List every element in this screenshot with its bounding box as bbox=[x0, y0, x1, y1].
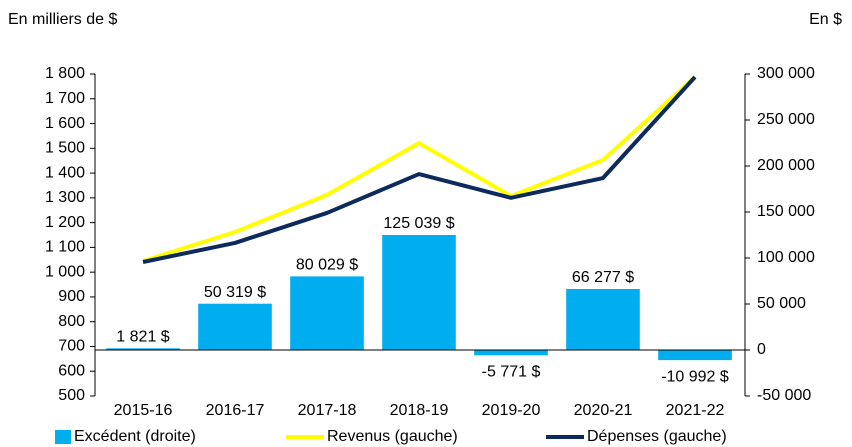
y-tick-label: 1 300 bbox=[45, 189, 85, 206]
x-tick-label: 2015-16 bbox=[114, 402, 173, 419]
y-tick-label: 700 bbox=[58, 338, 85, 355]
value-label: 50 319 $ bbox=[204, 284, 266, 301]
y2-tick-label: 150 000 bbox=[757, 203, 815, 220]
value-label: -5 771 $ bbox=[482, 364, 541, 381]
y2-tick-label: 300 000 bbox=[757, 65, 815, 82]
y2-tick-label: 250 000 bbox=[757, 111, 815, 128]
value-label: 125 039 $ bbox=[383, 215, 454, 232]
y-tick-label: 1 100 bbox=[45, 239, 85, 256]
value-label: 80 029 $ bbox=[296, 257, 358, 274]
x-tick-label: 2018-19 bbox=[390, 402, 449, 419]
y-tick-label: 500 bbox=[58, 387, 85, 404]
y2-tick-label: -50 000 bbox=[757, 387, 811, 404]
y-tick-label: 900 bbox=[58, 288, 85, 305]
legend-swatch bbox=[55, 430, 71, 444]
y-tick-label: 1 400 bbox=[45, 164, 85, 181]
legend-label: Revenus (gauche) bbox=[327, 428, 458, 445]
value-label: 1 821 $ bbox=[116, 329, 169, 346]
x-tick-label: 2021-22 bbox=[666, 402, 725, 419]
x-tick-label: 2017-18 bbox=[298, 402, 357, 419]
legend-label: Excédent (droite) bbox=[74, 428, 196, 445]
x-tick-label: 2020-21 bbox=[574, 402, 633, 419]
bar bbox=[566, 289, 640, 350]
y2-axis-label: En $ bbox=[809, 11, 842, 28]
y-tick-label: 800 bbox=[58, 313, 85, 330]
value-label: -10 992 $ bbox=[661, 368, 729, 385]
y-tick-label: 1 000 bbox=[45, 263, 85, 280]
bar bbox=[106, 348, 180, 350]
line bbox=[142, 75, 697, 263]
y-tick-label: 600 bbox=[58, 362, 85, 379]
bar bbox=[198, 303, 272, 350]
y-tick-label: 1 200 bbox=[45, 214, 85, 231]
x-tick-label: 2016-17 bbox=[206, 402, 265, 419]
y2-tick-label: 0 bbox=[757, 341, 766, 358]
line bbox=[142, 75, 697, 264]
y-axis-label: En milliers de $ bbox=[8, 11, 117, 28]
y-tick-label: 1 600 bbox=[45, 115, 85, 132]
bar bbox=[474, 350, 548, 356]
y-tick-label: 1 500 bbox=[45, 140, 85, 157]
bar bbox=[290, 276, 364, 350]
x-tick-label: 2019-20 bbox=[482, 402, 541, 419]
y2-tick-label: 200 000 bbox=[757, 157, 815, 174]
y2-tick-label: 50 000 bbox=[757, 295, 806, 312]
bar bbox=[382, 234, 456, 350]
legend-label: Dépenses (gauche) bbox=[587, 428, 727, 445]
value-label: 66 277 $ bbox=[572, 269, 634, 286]
y-tick-label: 1 700 bbox=[45, 90, 85, 107]
y-tick-label: 1 800 bbox=[45, 65, 85, 82]
y2-tick-label: 100 000 bbox=[757, 249, 815, 266]
bar bbox=[658, 350, 732, 361]
